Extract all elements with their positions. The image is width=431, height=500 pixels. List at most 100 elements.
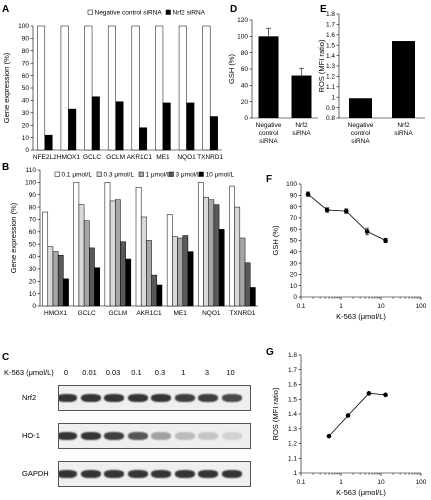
y-tick-label: 80 <box>290 204 298 211</box>
y-tick-label: 1.7 <box>288 367 297 374</box>
x-tick-label: GCLM <box>106 154 125 161</box>
blot-band <box>198 470 218 478</box>
panel-label-a: A <box>2 4 9 15</box>
blot-band <box>174 394 195 402</box>
legend-label: 10 μmol/L <box>206 172 235 179</box>
legend-label: 3 μmol/L <box>176 172 201 179</box>
y-tick-label: 1.4 <box>288 411 297 418</box>
blot-band <box>127 394 148 402</box>
blot-header-label: K-563 (μmol/L) <box>4 368 54 377</box>
blot-band <box>221 470 242 478</box>
bar <box>84 25 93 151</box>
legend-swatch <box>165 9 171 15</box>
y-tick-label: 1.8 <box>326 11 335 18</box>
bar <box>209 116 218 151</box>
blot-band <box>198 394 218 402</box>
y-tick-label: 90 <box>290 193 298 200</box>
bar <box>155 25 164 151</box>
bar <box>120 241 126 307</box>
y-tick-label: 1 <box>331 94 335 101</box>
y-tick-label: 80 <box>29 204 37 211</box>
blot-band <box>59 432 77 440</box>
blot-concentration-label: 0.03 <box>105 368 121 377</box>
blot-strip <box>58 423 251 449</box>
blot-strip <box>58 385 251 411</box>
y-tick-label: 40 <box>241 83 249 90</box>
bar <box>218 229 225 307</box>
bar <box>291 75 312 118</box>
y-tick-label: 0 <box>244 115 248 122</box>
bar <box>42 211 49 307</box>
y-tick-label: 1.1 <box>288 455 297 462</box>
y-tick-label: 0.8 <box>326 115 335 122</box>
y-axis-title: ROS (MFI ratio) <box>317 39 326 92</box>
y-tick-label: 1.4 <box>326 53 335 60</box>
blot-concentration-label: 0 <box>63 368 69 377</box>
bar <box>178 25 187 151</box>
x-axis-title: K-563 (μmol/L) <box>336 312 386 321</box>
y-tick-label: 80 <box>241 50 249 57</box>
y-tick-label: 60 <box>290 226 298 233</box>
blot-row-label: HO-1 <box>22 431 40 440</box>
y-tick-label: 20 <box>29 278 37 285</box>
y-axis-title: GSH (%) <box>227 53 236 84</box>
x-axis-title: K-563 (μmol/L) <box>336 488 386 497</box>
x-tick-label: 100 <box>416 303 427 310</box>
y-tick-label: 0 <box>293 294 297 301</box>
blot-band <box>221 432 242 440</box>
legend-label: Negative control siRNA <box>95 10 163 17</box>
legend-swatch <box>87 9 93 15</box>
y-tick-label: 1.3 <box>288 426 297 433</box>
blot-band <box>104 394 124 402</box>
y-tick-label: 1.5 <box>326 42 335 49</box>
bar <box>115 199 121 307</box>
y-tick-label: 30 <box>29 266 37 273</box>
bar <box>140 216 147 307</box>
data-point <box>324 207 330 213</box>
x-tick-label: NFE2L2 <box>33 154 57 161</box>
y-tick-label: 50 <box>290 238 298 245</box>
bar <box>177 237 183 307</box>
bar <box>258 36 279 119</box>
y-axis-title: GSH (%) <box>271 225 280 256</box>
western-blot-panel: K-563 (μmol/L) 0 0.01 0.03 0.1 0.3 1 3 10 Nrf2 H… <box>0 365 258 500</box>
y-tick-label: 1.3 <box>326 63 335 70</box>
blot-row-label: GAPDH <box>22 469 49 478</box>
panel-label-b: B <box>2 162 9 173</box>
bar <box>37 25 46 151</box>
chart-d-gsh-sirna: 0 20 40 60 80 100 120 GSH (%) Negative control siR… <box>227 17 318 145</box>
y-tick-label: 0 <box>32 303 36 310</box>
blot-band <box>59 394 77 402</box>
y-tick-label: 40 <box>290 249 298 256</box>
panel-label-d: D <box>230 4 237 15</box>
x-tick-label: Nrf2 siRNA <box>292 122 311 137</box>
x-tick-label: ME1 <box>156 154 170 161</box>
x-tick-label: 100 <box>416 479 427 486</box>
bar <box>172 236 178 307</box>
x-tick-label: 0.1 <box>296 303 305 310</box>
x-tick-label: GCLM <box>108 310 127 317</box>
blot-band <box>59 470 77 478</box>
bar <box>244 262 251 307</box>
legend-swatch <box>96 171 102 177</box>
x-tick-label: AKR1C1 <box>127 154 153 161</box>
blot-band <box>151 432 171 440</box>
x-tick-label: GCLC <box>83 154 101 161</box>
x-tick-label: 0.1 <box>296 479 305 486</box>
data-point <box>326 433 332 439</box>
series-line <box>307 193 386 241</box>
blot-concentration-label: 10 <box>226 368 235 377</box>
bar <box>156 284 163 307</box>
bar <box>89 247 95 307</box>
bar <box>125 258 132 307</box>
bar <box>115 101 124 151</box>
y-tick-label: 100 <box>286 181 297 188</box>
y-tick-label: 100 <box>18 23 29 30</box>
bar <box>234 206 241 307</box>
blot-band <box>174 432 195 440</box>
blot-concentration-label: 3 <box>204 368 210 377</box>
y-tick-label: 60 <box>22 73 30 80</box>
bar <box>139 127 148 151</box>
blot-band <box>80 394 101 402</box>
blot-band <box>151 470 171 478</box>
